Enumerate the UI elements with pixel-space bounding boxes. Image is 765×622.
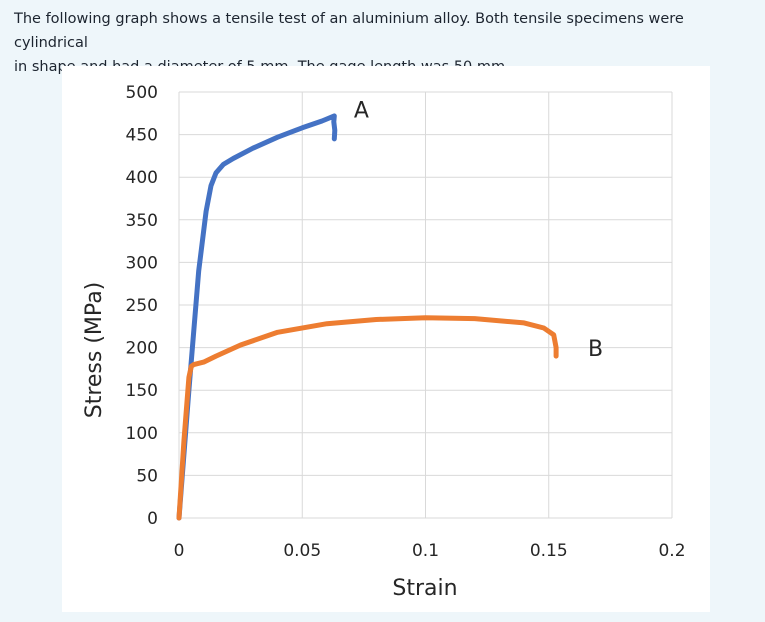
tick-labels: 0 50 100 150 200 250 300 350 400 450 500 0 0.05 0.1 0.… bbox=[126, 83, 686, 561]
series-line-b bbox=[176, 315, 559, 521]
stress-strain-chart: 0 50 100 150 200 250 300 350 400 450 500 0 0.05 0.1 0.… bbox=[82, 83, 686, 601]
annotations: AB bbox=[354, 99, 603, 363]
x-tick-label: 0.2 bbox=[658, 541, 685, 561]
x-axis-label: Strain bbox=[392, 576, 457, 601]
y-tick-label: 300 bbox=[126, 253, 158, 273]
x-tick-label: 0.05 bbox=[283, 541, 321, 561]
y-tick-label: 400 bbox=[126, 168, 158, 188]
y-tick-label: 50 bbox=[136, 466, 158, 486]
grid bbox=[178, 91, 673, 519]
chart-panel: 0 50 100 150 200 250 300 350 400 450 500 0 0.05 0.1 0.… bbox=[62, 66, 710, 612]
series-layer bbox=[176, 113, 559, 521]
y-tick-label: 500 bbox=[126, 83, 158, 103]
series-annotation-b: B bbox=[588, 337, 603, 362]
x-tick-label: 0.1 bbox=[412, 541, 439, 561]
y-tick-label: 350 bbox=[126, 211, 158, 231]
y-tick-label: 150 bbox=[126, 381, 158, 401]
y-tick-label: 0 bbox=[147, 509, 158, 529]
y-tick-label: 200 bbox=[126, 339, 158, 359]
question-line-1: The following graph shows a tensile test… bbox=[14, 11, 684, 51]
y-tick-label: 100 bbox=[126, 424, 158, 444]
y-tick-label: 450 bbox=[126, 126, 158, 146]
series-annotation-a: A bbox=[354, 99, 369, 124]
series-line-a bbox=[176, 113, 338, 521]
y-axis-label: Stress (MPa) bbox=[82, 282, 107, 419]
x-tick-label: 0 bbox=[174, 541, 185, 561]
y-tick-label: 250 bbox=[126, 296, 158, 316]
x-tick-label: 0.15 bbox=[530, 541, 568, 561]
